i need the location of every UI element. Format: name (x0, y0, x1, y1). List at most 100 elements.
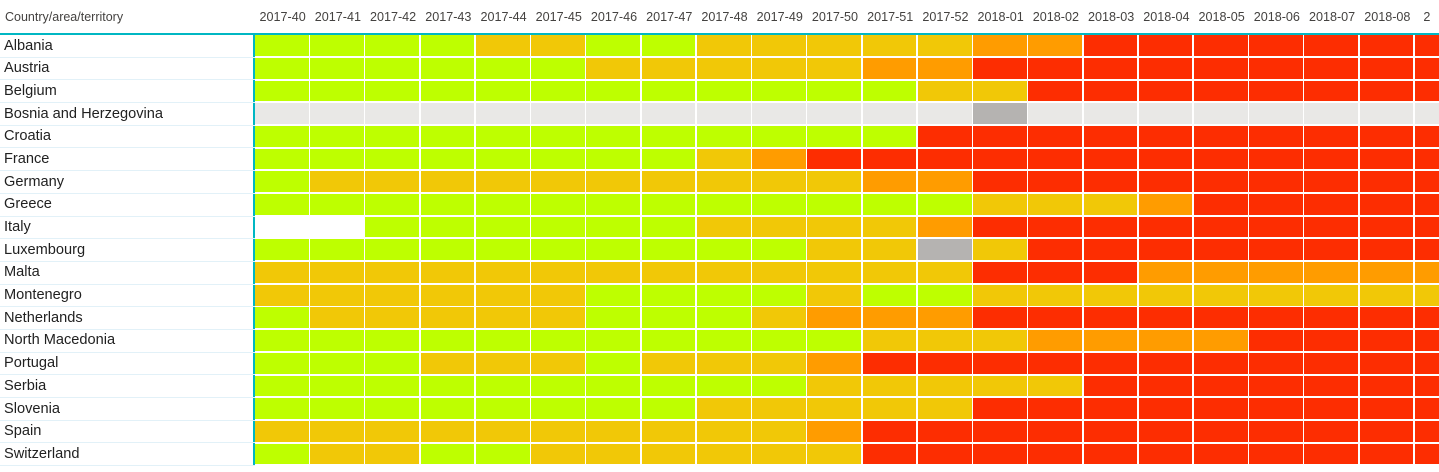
heatmap-cell[interactable] (1359, 375, 1414, 397)
heatmap-cell[interactable] (1359, 284, 1414, 306)
heatmap-cell[interactable] (807, 148, 862, 170)
heatmap-cell[interactable] (696, 307, 751, 329)
heatmap-cell[interactable] (752, 216, 806, 238)
heatmap-cell[interactable] (1193, 239, 1248, 261)
heatmap-cell[interactable] (1414, 148, 1439, 170)
heatmap-cell[interactable] (420, 262, 475, 283)
heatmap-cell[interactable] (586, 443, 641, 465)
heatmap-cell[interactable] (1138, 307, 1193, 329)
heatmap-cell[interactable] (1414, 194, 1439, 215)
heatmap-cell[interactable] (310, 398, 364, 419)
heatmap-cell[interactable] (1414, 420, 1439, 442)
heatmap-cell[interactable] (310, 284, 364, 306)
heatmap-cell[interactable] (641, 171, 696, 193)
heatmap-cell[interactable] (807, 284, 862, 306)
heatmap-cell[interactable] (255, 330, 309, 351)
heatmap-cell[interactable] (1083, 307, 1138, 329)
column-header-2018-08[interactable]: 2018-08 (1364, 9, 1411, 24)
heatmap-cell[interactable] (973, 239, 1027, 261)
heatmap-cell[interactable] (696, 35, 751, 56)
heatmap-cell[interactable] (641, 194, 696, 215)
heatmap-cell[interactable] (365, 57, 420, 79)
heatmap-cell[interactable] (752, 80, 806, 102)
heatmap-cell[interactable] (1138, 148, 1193, 170)
heatmap-cell[interactable] (1193, 125, 1248, 147)
heatmap-cell[interactable] (917, 148, 972, 170)
heatmap-cell[interactable] (862, 352, 917, 374)
heatmap-cell[interactable] (475, 398, 530, 419)
heatmap-cell[interactable] (255, 80, 309, 102)
heatmap-cell[interactable] (1414, 80, 1439, 102)
heatmap-cell[interactable] (1249, 216, 1303, 238)
heatmap-cell[interactable] (1304, 171, 1359, 193)
heatmap-cell[interactable] (973, 398, 1027, 419)
heatmap-cell[interactable] (696, 171, 751, 193)
heatmap-cell[interactable] (1138, 398, 1193, 419)
heatmap-cell[interactable] (255, 35, 309, 56)
heatmap-cell[interactable] (310, 375, 364, 397)
heatmap-cell[interactable] (696, 80, 751, 102)
heatmap-cell[interactable] (475, 216, 530, 238)
heatmap-cell[interactable] (696, 443, 751, 465)
heatmap-cell[interactable] (641, 103, 696, 125)
heatmap-cell[interactable] (1028, 330, 1083, 351)
column-header-2017-46[interactable]: 2017-46 (590, 9, 638, 24)
column-header-2018-03[interactable]: 2018-03 (1088, 9, 1135, 24)
heatmap-cell[interactable] (1083, 398, 1138, 419)
heatmap-cell[interactable] (696, 57, 751, 79)
heatmap-cell[interactable] (1083, 125, 1138, 147)
heatmap-cell[interactable] (310, 125, 364, 147)
heatmap-cell[interactable] (641, 352, 696, 374)
heatmap-cell[interactable] (586, 420, 641, 442)
heatmap-cell[interactable] (365, 307, 420, 329)
heatmap-cell[interactable] (1359, 420, 1414, 442)
heatmap-cell[interactable] (531, 148, 585, 170)
heatmap-cell[interactable] (586, 239, 641, 261)
heatmap-cell[interactable] (255, 239, 309, 261)
heatmap-cell[interactable] (862, 171, 917, 193)
heatmap-cell[interactable] (752, 35, 806, 56)
heatmap-cell[interactable] (641, 35, 696, 56)
heatmap-cell[interactable] (696, 398, 751, 419)
heatmap-cell[interactable] (641, 284, 696, 306)
heatmap-cell[interactable] (310, 148, 364, 170)
column-header-2018-05[interactable]: 2018-05 (1198, 9, 1245, 24)
heatmap-cell[interactable] (475, 103, 530, 125)
heatmap-cell[interactable] (1359, 194, 1414, 215)
row-dimension-header[interactable]: Country/area/territory (5, 9, 124, 24)
heatmap-cell[interactable] (862, 330, 917, 351)
heatmap-cell[interactable] (1028, 57, 1083, 79)
column-header-2017-42[interactable]: 2017-42 (369, 9, 417, 24)
heatmap-cell[interactable] (641, 125, 696, 147)
heatmap-cell[interactable] (365, 420, 420, 442)
heatmap-cell[interactable] (1249, 239, 1303, 261)
heatmap-cell[interactable] (1414, 216, 1439, 238)
column-header-2017-49[interactable]: 2017-49 (756, 9, 803, 24)
heatmap-cell[interactable] (1359, 443, 1414, 465)
column-header-2017-52[interactable]: 2017-52 (922, 9, 969, 24)
heatmap-cell[interactable] (1083, 148, 1138, 170)
column-header-2018-06[interactable]: 2018-06 (1253, 9, 1300, 24)
heatmap-cell[interactable] (752, 420, 806, 442)
row-label-greece[interactable]: Greece (0, 194, 255, 217)
heatmap-cell[interactable] (1249, 148, 1303, 170)
heatmap-cell[interactable] (807, 398, 862, 419)
heatmap-cell[interactable] (1304, 125, 1359, 147)
heatmap-cell[interactable] (1414, 375, 1439, 397)
heatmap-cell[interactable] (641, 148, 696, 170)
heatmap-cell[interactable] (255, 375, 309, 397)
heatmap-cell[interactable] (255, 103, 309, 125)
heatmap-cell[interactable] (807, 262, 862, 283)
heatmap-cell[interactable] (1193, 420, 1248, 442)
heatmap-cell[interactable] (641, 330, 696, 351)
heatmap-cell[interactable] (641, 420, 696, 442)
heatmap-cell[interactable] (973, 284, 1027, 306)
heatmap-cell[interactable] (807, 420, 862, 442)
heatmap-cell[interactable] (1028, 262, 1083, 283)
heatmap-cell[interactable] (310, 262, 364, 283)
heatmap-cell[interactable] (752, 125, 806, 147)
heatmap-cell[interactable] (475, 420, 530, 442)
heatmap-cell[interactable] (807, 352, 862, 374)
heatmap-cell[interactable] (255, 284, 309, 306)
heatmap-cell[interactable] (1028, 80, 1083, 102)
